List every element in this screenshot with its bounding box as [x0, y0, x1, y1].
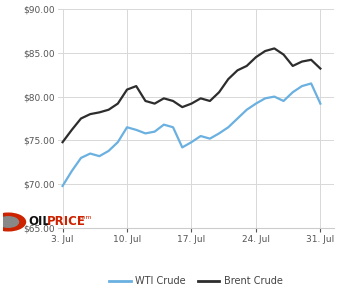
- Circle shape: [0, 217, 18, 227]
- Text: .com: .com: [76, 215, 92, 220]
- Text: OIL: OIL: [28, 215, 50, 228]
- Text: PRICE: PRICE: [46, 215, 85, 228]
- Circle shape: [0, 213, 26, 231]
- Legend: WTI Crude, Brent Crude: WTI Crude, Brent Crude: [105, 272, 287, 290]
